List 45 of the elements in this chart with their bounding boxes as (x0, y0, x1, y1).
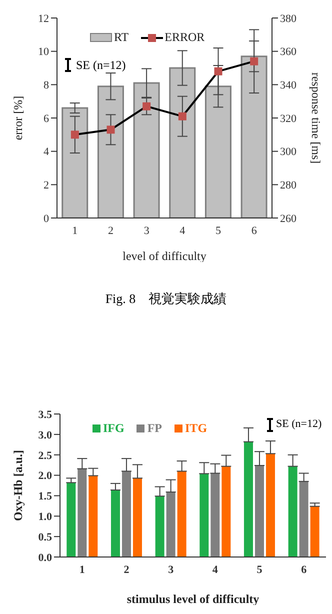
y2-tick-label: 300 (280, 146, 297, 158)
y-tick-label: 0.5 (38, 531, 52, 544)
y-axis-title: error [%] (11, 96, 25, 140)
annotation: SE (n=12) (276, 418, 322, 430)
caption: Fig. 8 視覚実験成績 (104, 290, 228, 308)
y-tick-label: 2.0 (38, 470, 52, 482)
y-tick-label: 1.0 (38, 511, 52, 524)
y-tick-label: 3.5 (38, 408, 52, 421)
y-tick-label: 4 (44, 146, 50, 158)
y-tick-label: 2.5 (38, 450, 52, 462)
y-axis-title: Oxy-Hb [a.u.] (11, 450, 25, 522)
y-tick-label: 10 (38, 46, 50, 58)
y-tick-label: 8 (44, 80, 50, 92)
legend-label: FP (147, 421, 162, 436)
legend-label: IFG (103, 421, 124, 436)
x-tick-label: 4 (212, 564, 218, 576)
y2-tick-label: 340 (280, 80, 297, 92)
x-tick-label: 3 (168, 564, 174, 576)
y-tick-label: 3.0 (38, 429, 52, 442)
x-tick-label: 6 (251, 224, 258, 237)
x-tick-label: 1 (72, 224, 78, 237)
legend-label: ITG (185, 421, 208, 436)
y2-tick-label: 380 (280, 12, 297, 25)
y-tick-label: 6 (44, 112, 50, 125)
x-tick-label: 2 (124, 564, 130, 576)
y2-tick-label: 280 (280, 180, 297, 192)
y2-tick-label: 320 (280, 112, 297, 125)
legend-label: ERROR (164, 30, 205, 45)
x-tick-label: 4 (180, 224, 186, 237)
y-tick-label: 2 (44, 180, 49, 192)
y2-tick-label: 260 (280, 212, 297, 225)
x-tick-label: 3 (144, 224, 150, 237)
y-tick-label: 0 (44, 212, 50, 225)
y-tick-label: 12 (38, 12, 49, 25)
y-tick-label: 0.0 (38, 552, 52, 564)
y2-axis-title: response time [ms] (309, 72, 323, 164)
legend-label: RT (114, 30, 129, 45)
y2-tick-label: 360 (280, 46, 297, 58)
y-tick-label: 1.5 (38, 490, 52, 503)
x-tick-label: 2 (108, 224, 114, 237)
annotation: SE (n=12) (76, 58, 126, 73)
x-tick-label: 6 (301, 564, 308, 576)
x-tick-label: 5 (216, 224, 222, 237)
x-tick-label: 5 (256, 564, 263, 576)
x-tick-label: 1 (79, 564, 85, 576)
